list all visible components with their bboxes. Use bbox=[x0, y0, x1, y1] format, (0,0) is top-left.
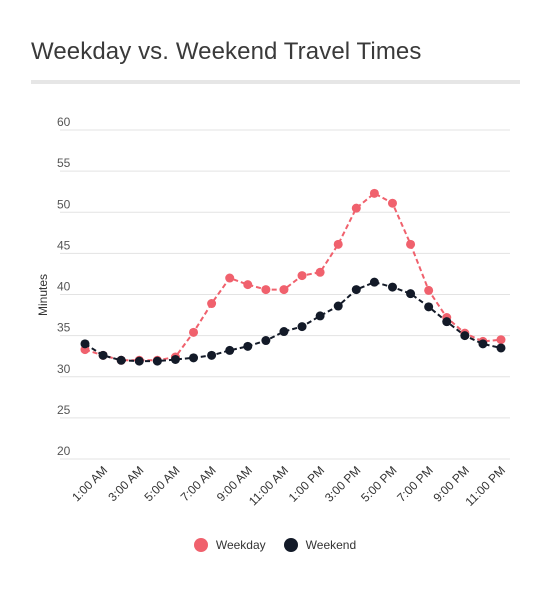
x-tick-label: 3:00 AM bbox=[105, 463, 146, 504]
data-point-weekday[interactable] bbox=[261, 285, 271, 295]
legend: Weekday Weekend bbox=[0, 538, 550, 552]
data-point-weekend[interactable] bbox=[189, 353, 199, 363]
y-tick-label: 50 bbox=[57, 197, 71, 211]
legend-label: Weekend bbox=[305, 538, 357, 552]
data-point-weekday[interactable] bbox=[207, 299, 217, 309]
chart-title: Weekday vs. Weekend Travel Times bbox=[31, 38, 422, 65]
data-point-weekend[interactable] bbox=[496, 343, 506, 353]
series-weekend bbox=[80, 277, 506, 366]
data-point-weekday[interactable] bbox=[225, 273, 235, 283]
data-point-weekend[interactable] bbox=[207, 350, 217, 360]
x-axis-ticks: 1:00 AM3:00 AM5:00 AM7:00 AM9:00 AM11:00… bbox=[69, 463, 508, 509]
legend-swatch bbox=[283, 538, 298, 552]
data-point-weekday[interactable] bbox=[369, 188, 379, 198]
x-tick-label: 5:00 PM bbox=[358, 463, 400, 505]
data-point-weekend[interactable] bbox=[442, 317, 452, 327]
title-divider bbox=[31, 80, 520, 84]
x-tick-label: 1:00 AM bbox=[69, 463, 110, 504]
x-tick-label: 11:00 AM bbox=[246, 463, 291, 508]
data-point-weekend[interactable] bbox=[460, 331, 470, 341]
data-point-weekend[interactable] bbox=[333, 301, 343, 311]
data-point-weekend[interactable] bbox=[297, 322, 307, 332]
data-point-weekday[interactable] bbox=[297, 271, 307, 281]
legend-swatch bbox=[193, 538, 208, 552]
data-point-weekday[interactable] bbox=[189, 327, 199, 337]
data-point-weekend[interactable] bbox=[424, 302, 434, 312]
data-point-weekend[interactable] bbox=[478, 339, 488, 349]
data-point-weekend[interactable] bbox=[170, 354, 180, 364]
data-point-weekend[interactable] bbox=[315, 311, 325, 321]
data-point-weekday[interactable] bbox=[496, 335, 506, 345]
grid-lines bbox=[60, 129, 510, 460]
data-point-weekend[interactable] bbox=[369, 277, 379, 287]
data-point-weekday[interactable] bbox=[243, 280, 253, 290]
data-point-weekend[interactable] bbox=[225, 345, 235, 355]
data-point-weekday[interactable] bbox=[333, 239, 343, 249]
data-point-weekend[interactable] bbox=[351, 285, 361, 295]
x-tick-label: 7:00 PM bbox=[394, 463, 436, 505]
data-point-weekend[interactable] bbox=[406, 289, 416, 299]
y-tick-label: 35 bbox=[57, 321, 71, 335]
y-tick-label: 60 bbox=[57, 115, 71, 129]
legend-item-weekend[interactable]: Weekend bbox=[283, 538, 357, 552]
y-tick-label: 20 bbox=[57, 444, 71, 458]
y-axis-label: Minutes bbox=[36, 274, 50, 316]
data-point-weekend[interactable] bbox=[152, 356, 162, 366]
data-point-weekday[interactable] bbox=[406, 239, 416, 249]
legend-label: Weekday bbox=[215, 538, 266, 552]
data-point-weekend[interactable] bbox=[279, 327, 289, 337]
data-point-weekend[interactable] bbox=[98, 350, 108, 360]
data-point-weekend[interactable] bbox=[80, 339, 90, 349]
y-axis-ticks: 20 25 30 35 40 45 50 55 60 bbox=[57, 115, 71, 458]
data-point-weekday[interactable] bbox=[387, 198, 397, 208]
data-point-weekend[interactable] bbox=[243, 341, 253, 351]
data-point-weekend[interactable] bbox=[134, 356, 144, 366]
x-tick-label: 11:00 PM bbox=[463, 463, 509, 509]
series-group bbox=[80, 188, 506, 366]
x-tick-label: 1:00 PM bbox=[286, 463, 328, 505]
data-point-weekday[interactable] bbox=[315, 267, 325, 277]
y-tick-label: 40 bbox=[57, 280, 71, 294]
data-point-weekend[interactable] bbox=[261, 336, 271, 346]
y-tick-label: 30 bbox=[57, 362, 71, 376]
series-weekday bbox=[80, 188, 506, 365]
data-point-weekday[interactable] bbox=[279, 285, 289, 295]
data-point-weekend[interactable] bbox=[116, 355, 126, 365]
x-tick-label: 3:00 PM bbox=[322, 463, 364, 505]
data-point-weekday[interactable] bbox=[351, 203, 361, 213]
legend-item-weekday[interactable]: Weekday bbox=[193, 538, 266, 552]
y-tick-label: 25 bbox=[57, 403, 71, 417]
y-tick-label: 45 bbox=[57, 238, 71, 252]
x-tick-label: 7:00 AM bbox=[178, 463, 219, 504]
data-point-weekday[interactable] bbox=[424, 285, 434, 295]
x-tick-label: 5:00 AM bbox=[142, 463, 183, 504]
data-point-weekend[interactable] bbox=[387, 282, 397, 292]
y-tick-label: 55 bbox=[57, 156, 71, 170]
